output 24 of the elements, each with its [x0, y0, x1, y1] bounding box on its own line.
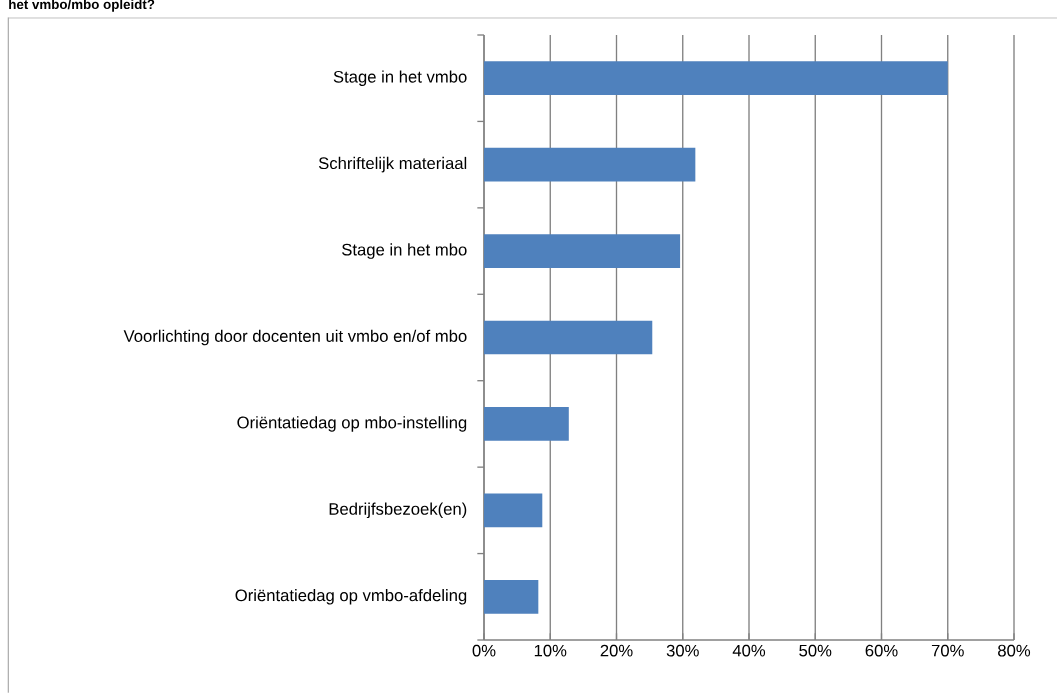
- bar: [484, 579, 539, 614]
- x-tick-label: 40%: [732, 644, 766, 657]
- y-tick-label: Stage in het vmbo: [333, 70, 467, 86]
- x-tick-label: 0%: [472, 644, 496, 657]
- y-tick-label: Oriëntatiedag op vmbo-afdeling: [235, 589, 467, 605]
- y-tick-label: Schriftelijk materiaal: [318, 156, 467, 173]
- bar: [484, 61, 948, 96]
- x-tick-label: 50%: [799, 644, 832, 657]
- x-tick-label: 70%: [931, 644, 964, 657]
- text: het vmbo/mbo opleidt?: [9, 0, 155, 12]
- y-tick-label: Bedrijfsbezoek(en): [329, 502, 467, 519]
- bar: [484, 234, 681, 268]
- y-tick-label: Stage in het mbo: [342, 243, 467, 259]
- x-tick-label: 10%: [534, 644, 567, 657]
- y-tick-label: Voorlichting door docenten uit vmbo en/of mbo: [123, 329, 467, 346]
- x-tick-label: 80%: [998, 644, 1031, 657]
- bar: [484, 493, 543, 528]
- bar: [484, 407, 569, 441]
- x-tick-label: 30%: [666, 644, 699, 657]
- x-tick-label: 20%: [600, 644, 633, 657]
- x-tick-label: 60%: [865, 644, 898, 657]
- bar: [484, 147, 696, 182]
- y-tick-label: Oriëntatiedag op mbo-instelling: [237, 416, 467, 432]
- bar: [484, 320, 653, 355]
